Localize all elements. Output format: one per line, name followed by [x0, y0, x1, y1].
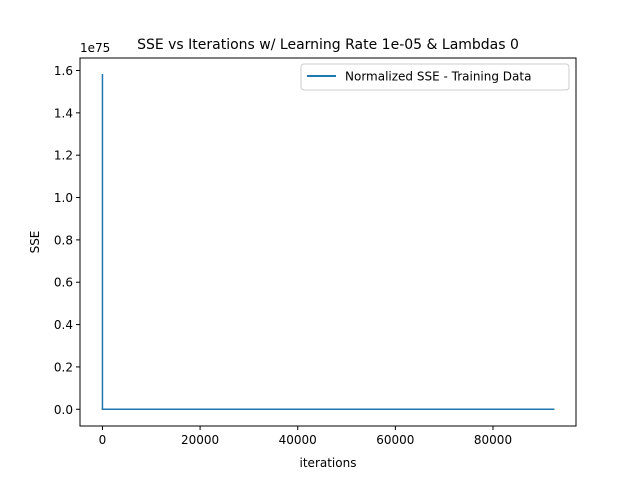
y-tick-label: 1.2	[54, 149, 73, 163]
y-axis-label: SSE	[28, 231, 42, 254]
y-tick-label: 0.6	[54, 276, 73, 290]
legend-label: Normalized SSE - Training Data	[345, 70, 531, 84]
y-tick-label: 0.4	[54, 318, 73, 332]
y-tick-label: 1.4	[54, 106, 73, 120]
series-layer	[101, 73, 555, 411]
x-axis-label: iterations	[300, 456, 357, 470]
x-tick-label: 60000	[376, 433, 414, 447]
y-tick-label: 0.8	[54, 233, 73, 247]
y-tick-label: 1.0	[54, 191, 73, 205]
legend-box	[300, 63, 570, 91]
x-tick-label: 40000	[279, 433, 317, 447]
y-tick-label: 0.0	[54, 403, 73, 417]
y-offset-text: 1e75	[80, 41, 110, 55]
chart-title: SSE vs Iterations w/ Learning Rate 1e-05…	[137, 37, 519, 53]
legend: Normalized SSE - Training Data	[300, 63, 570, 91]
series-line-0	[101, 73, 555, 411]
x-tick-label: 20000	[181, 433, 219, 447]
y-axis: 0.0 0.2 0.4 0.6 0.8 1.0 1.2 1.4 1.6	[54, 64, 80, 417]
axes-frame	[79, 57, 577, 427]
y-tick-label: 1.6	[54, 64, 73, 78]
x-tick-label: 80000	[474, 433, 512, 447]
x-axis: 0 20000 40000 60000 80000	[99, 426, 512, 447]
y-tick-label: 0.2	[54, 360, 73, 374]
x-tick-label: 0	[99, 433, 107, 447]
